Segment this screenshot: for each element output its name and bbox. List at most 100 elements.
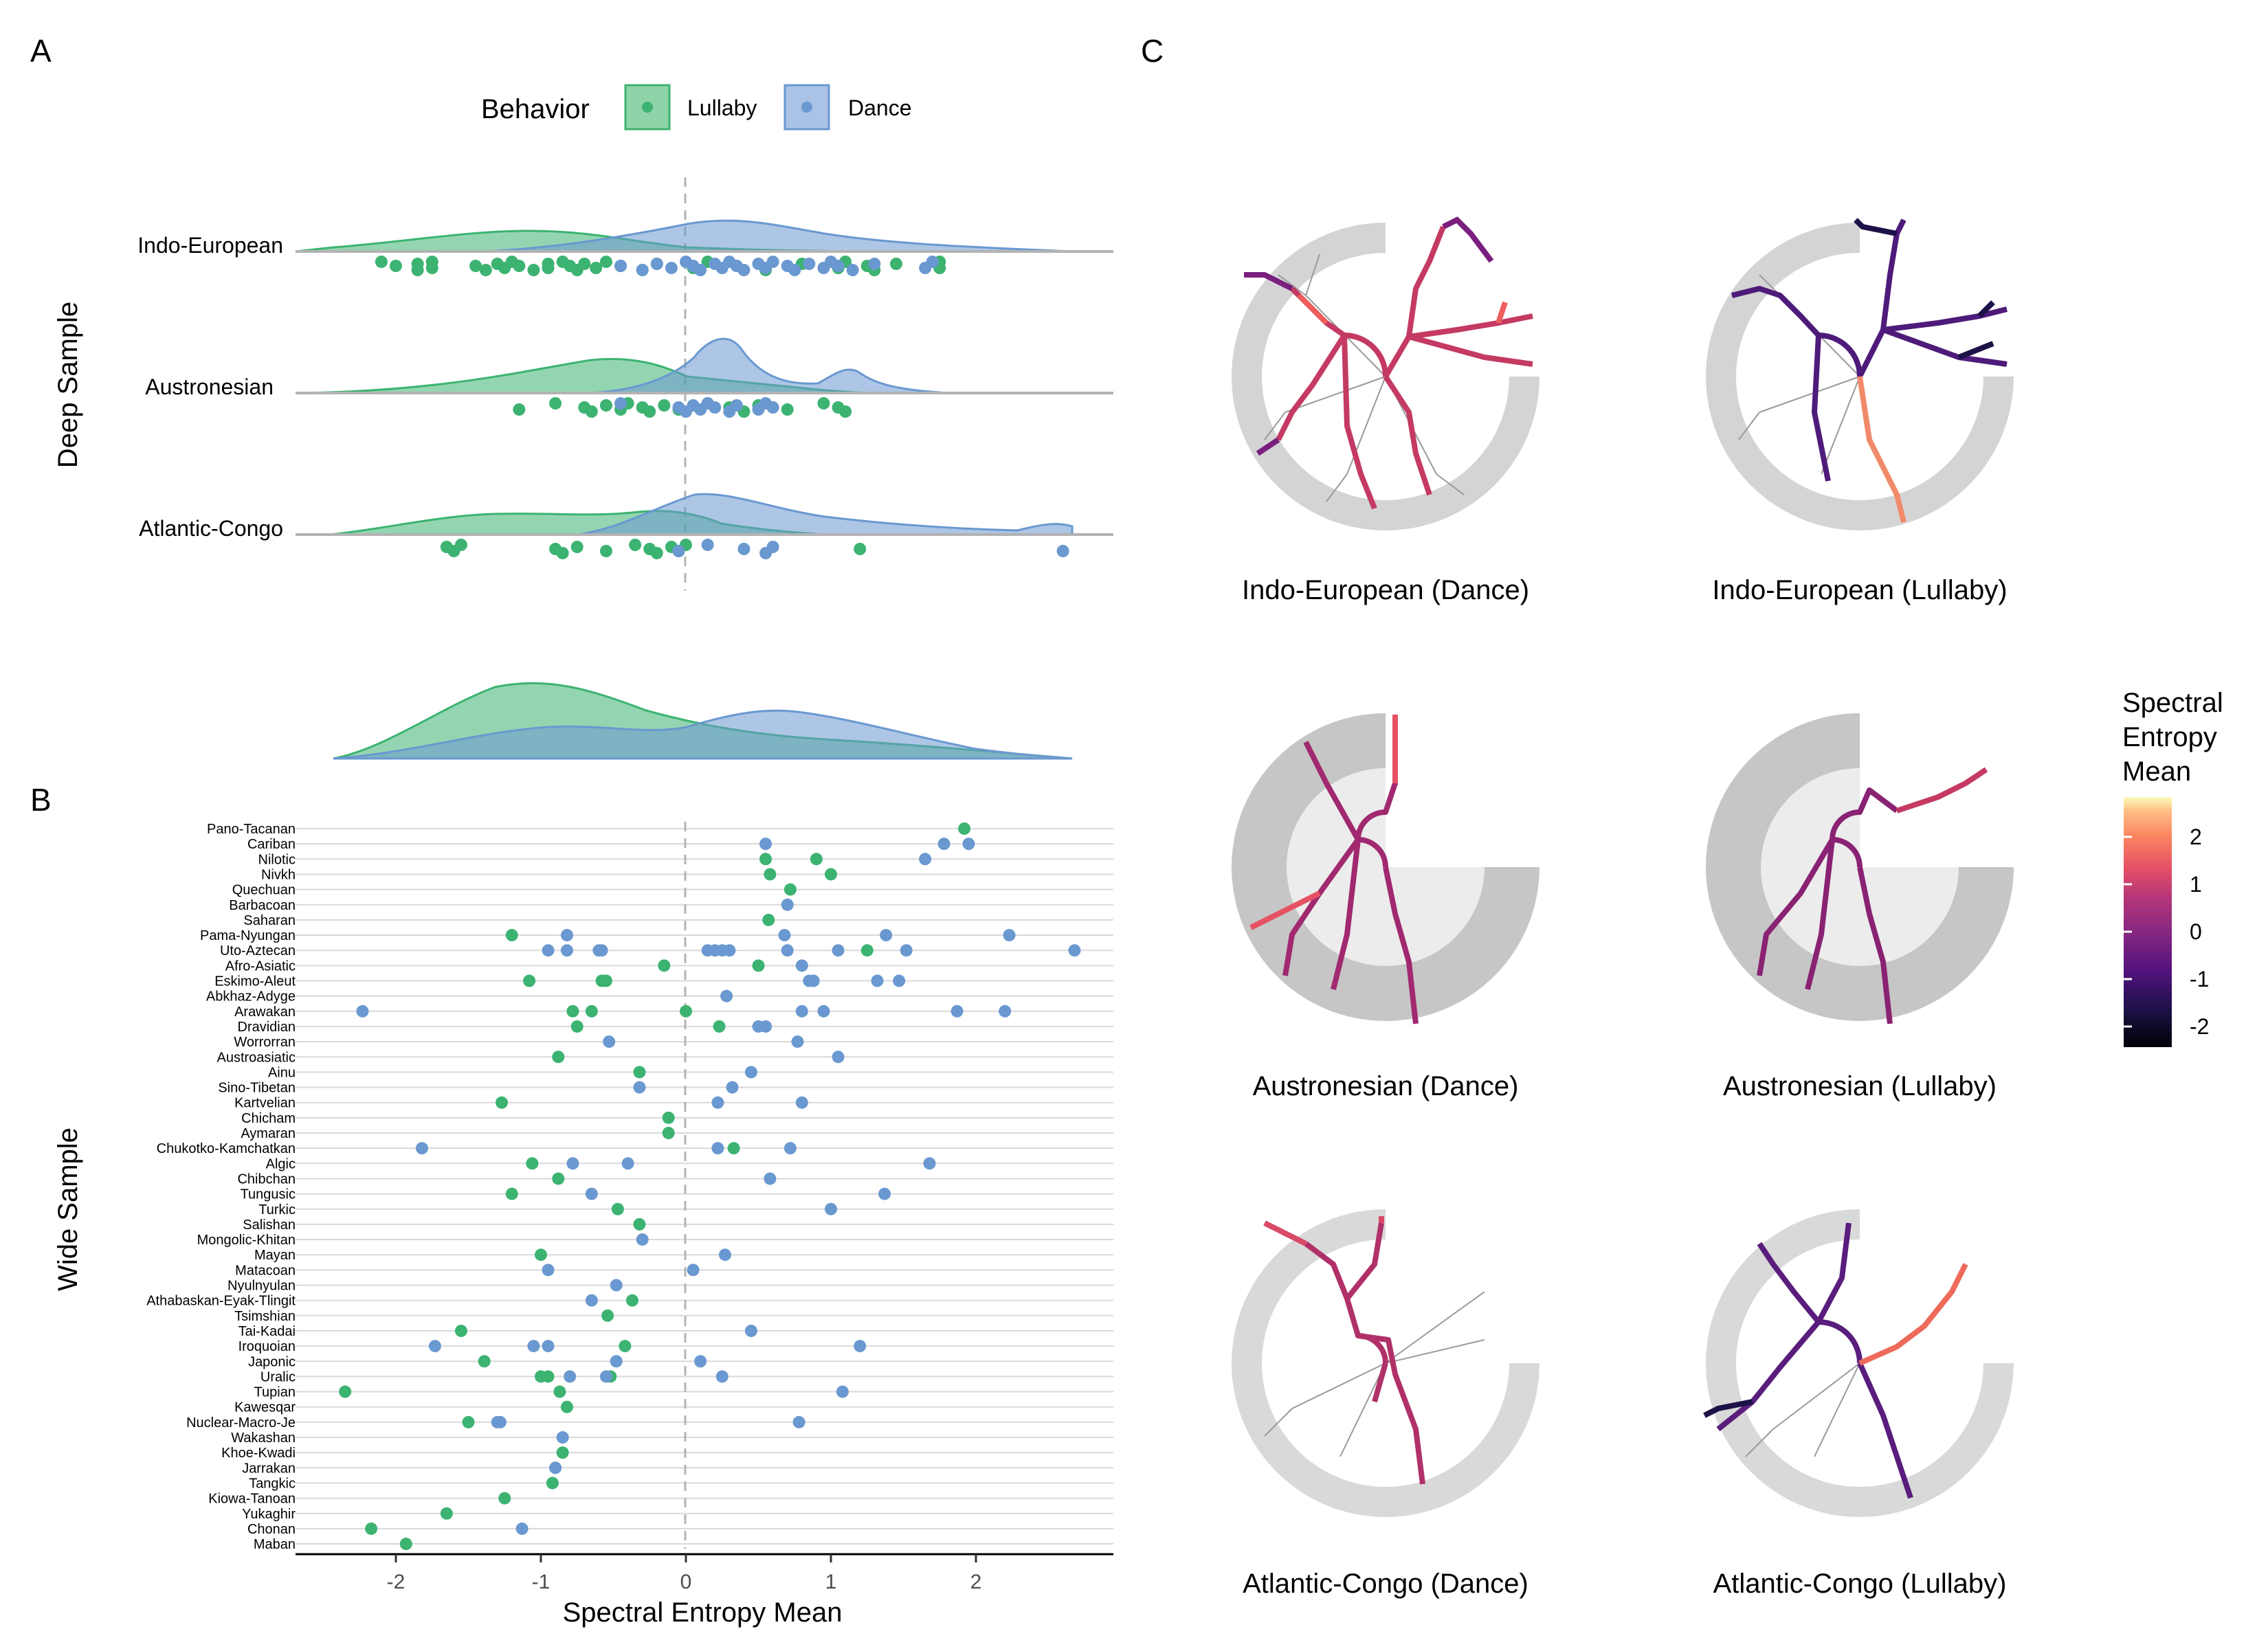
deep-point-lullaby — [629, 539, 642, 551]
family-label: Tai-Kadai — [238, 1324, 296, 1339]
tree-highlight-branches-light — [1297, 293, 1508, 325]
wide-point-dance — [880, 929, 893, 942]
tree-highlight-branches-dark — [1703, 1399, 1753, 1418]
wide-point-dance — [621, 1157, 634, 1170]
family-label: Nivkh — [261, 867, 296, 882]
family-label: Abkhaz-Adyge — [206, 989, 296, 1005]
wide-point-dance — [726, 1081, 739, 1094]
wide-point-lullaby — [727, 1142, 740, 1155]
wide-sample-plot: Pano-TacananCaribanNiloticNivkhQuechuanB… — [146, 822, 1113, 1628]
deep-point-dance — [737, 264, 751, 276]
wide-point-dance — [923, 1157, 936, 1170]
family-label: Mongolic-Khitan — [197, 1233, 296, 1248]
tree-highlight-branches — [1716, 1222, 1913, 1499]
wide-point-dance — [633, 1081, 646, 1094]
deep-point-lullaby — [658, 399, 671, 412]
family-label: Pano-Tacanan — [207, 822, 296, 837]
family-label: Kawesqar — [234, 1400, 296, 1415]
family-label: Quechuan — [232, 883, 296, 898]
wide-point-lullaby — [762, 913, 775, 926]
wide-point-lullaby — [783, 883, 797, 896]
x-tick-label: 0 — [680, 1571, 692, 1593]
wide-point-lullaby — [505, 1187, 518, 1200]
family-label: Nuclear-Macro-Je — [186, 1415, 296, 1431]
x-tick-label: -2 — [387, 1571, 405, 1593]
deep-point-lullaby — [781, 403, 794, 416]
family-label: Cariban — [247, 837, 296, 852]
deep-point-lullaby — [889, 258, 902, 270]
wide-point-lullaby — [496, 1096, 509, 1109]
deep-point-dance — [650, 258, 663, 270]
wide-point-dance — [711, 1096, 724, 1109]
wide-point-lullaby — [399, 1538, 412, 1551]
family-label: Kartvelian — [234, 1096, 296, 1111]
deep-point-dance — [737, 543, 751, 555]
wide-point-dance — [764, 1172, 777, 1185]
wide-point-lullaby — [759, 853, 772, 866]
family-label: Austroasiatic — [217, 1050, 296, 1065]
tree-austronesian-dance: Austronesian (Dance) — [1232, 713, 1539, 1101]
deep-point-lullaby — [650, 547, 663, 559]
family-label: Kiowa-Tanoan — [208, 1492, 296, 1507]
family-label: Ainu — [268, 1065, 296, 1080]
wide-sample-points — [339, 822, 1081, 1551]
legend-title: Behavior — [481, 94, 590, 124]
deep-point-dance — [1056, 545, 1069, 557]
deep-point-dance — [766, 541, 779, 553]
family-label: Saharan — [243, 913, 296, 928]
wide-point-dance — [783, 1142, 797, 1155]
wide-point-lullaby — [764, 868, 777, 881]
wide-point-dance — [527, 1340, 540, 1353]
wide-point-dance — [599, 1370, 612, 1383]
deep-point-dance — [846, 264, 859, 276]
deep-point-lullaby — [590, 262, 603, 274]
wide-point-dance — [585, 1294, 598, 1307]
tree-highlight-branches-light — [1249, 715, 1398, 930]
wide-point-lullaby — [526, 1157, 539, 1170]
tree-highlight-branches-light — [1895, 767, 1988, 814]
wide-point-dance — [795, 959, 808, 972]
deep-point-lullaby — [479, 264, 492, 276]
wide-point-dance — [723, 944, 736, 957]
wide-point-dance — [694, 1355, 707, 1368]
tree-atlantic-congo-lullaby: Atlantic-Congo (Lullaby) — [1703, 1209, 2014, 1599]
deep-point-lullaby — [570, 541, 583, 553]
wide-point-dance — [428, 1340, 441, 1353]
x-tick-label: 2 — [970, 1571, 982, 1593]
family-label: Maban — [254, 1537, 296, 1552]
wide-point-dance — [493, 1415, 507, 1428]
tree-highlight-branches — [1757, 787, 1899, 1024]
deep-point-lullaby — [585, 405, 598, 418]
tree-highlight-branches — [1731, 218, 2008, 482]
family-label: Wakashan — [231, 1431, 296, 1446]
deep-point-lullaby — [578, 258, 591, 270]
legend-dance-dot — [801, 102, 812, 113]
wide-point-lullaby — [556, 1446, 569, 1459]
wide-point-lullaby — [625, 1294, 638, 1307]
tree-label: Atlantic-Congo (Dance) — [1243, 1569, 1528, 1599]
wide-point-lullaby — [633, 1218, 646, 1231]
wide-point-lullaby — [958, 822, 971, 835]
tree-branches-gray — [1745, 1362, 1860, 1457]
wide-point-lullaby — [566, 1005, 579, 1018]
deep-point-dance — [803, 258, 816, 270]
tree-highlight-branches — [1276, 225, 1533, 510]
wide-point-dance — [356, 1005, 369, 1018]
family-label: Matacoan — [235, 1263, 296, 1278]
wide-point-lullaby — [339, 1385, 352, 1398]
deep-point-lullaby — [549, 397, 562, 410]
panel-label-c: C — [1141, 33, 1164, 69]
family-label: Uralic — [260, 1369, 296, 1384]
x-tick-label: 1 — [825, 1571, 837, 1593]
marginal-density — [333, 682, 1073, 760]
wide-point-dance — [781, 898, 794, 911]
family-label: Tsimshian — [234, 1309, 296, 1324]
wide-point-dance — [603, 1035, 616, 1048]
family-label: Tupian — [254, 1385, 296, 1400]
wide-point-dance — [549, 1461, 562, 1474]
wide-point-dance — [759, 838, 772, 851]
wide-point-lullaby — [658, 959, 671, 972]
colorbar-title-line-3: Mean — [2122, 756, 2191, 787]
family-label: Dravidian — [238, 1020, 296, 1035]
